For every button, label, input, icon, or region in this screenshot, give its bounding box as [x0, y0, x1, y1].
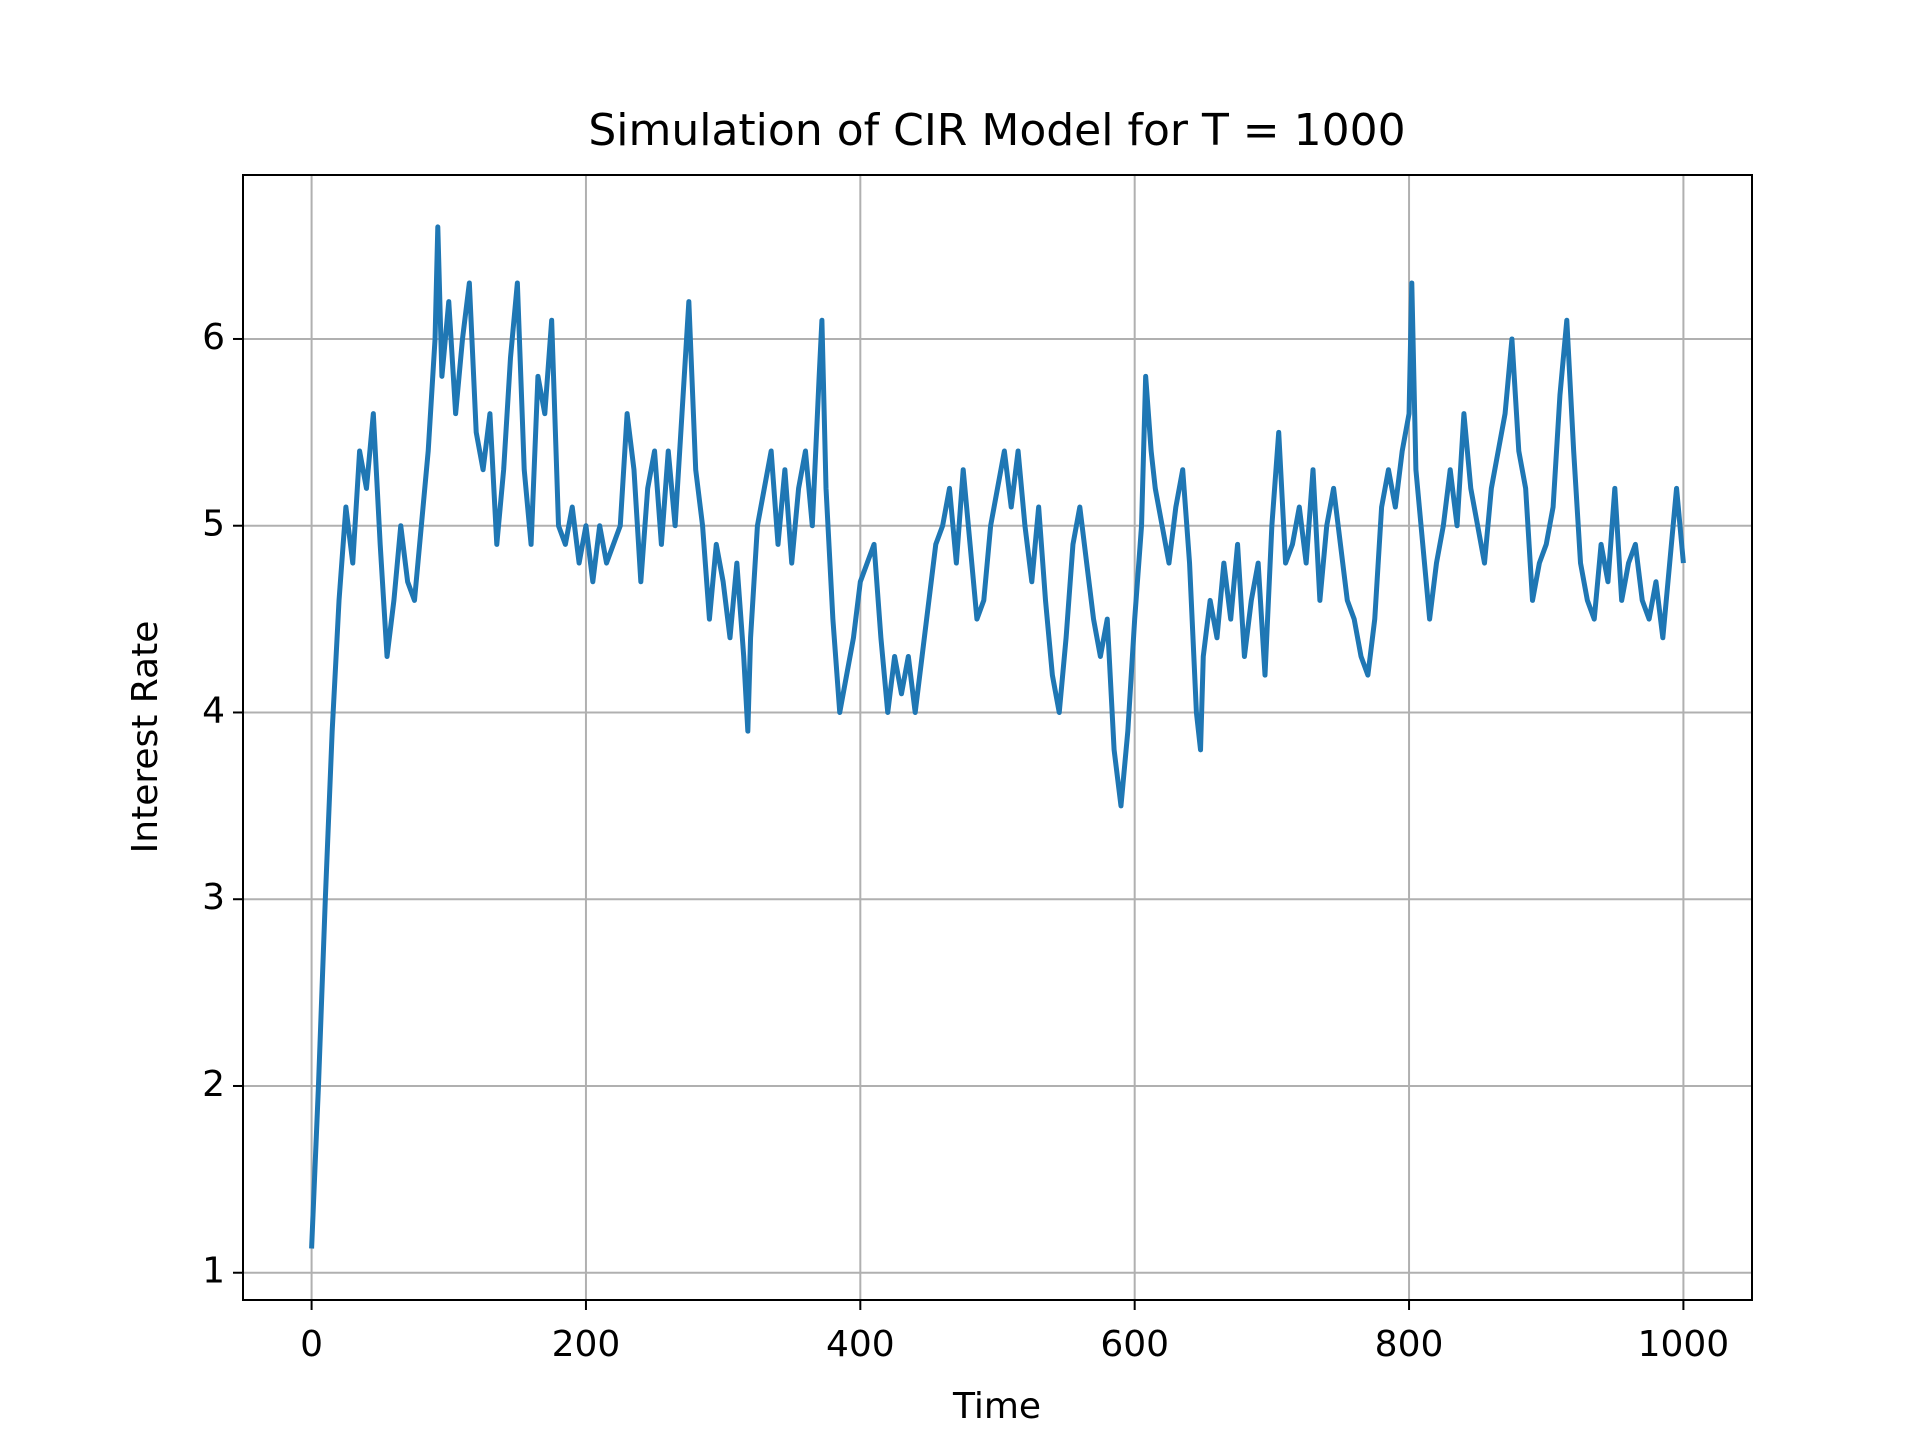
x-tick-label: 1000 — [1638, 1324, 1730, 1365]
x-axis-label: Time — [952, 1386, 1041, 1427]
chart-title: Simulation of CIR Model for T = 1000 — [588, 105, 1405, 156]
x-tick-label: 800 — [1375, 1324, 1444, 1365]
y-tick-label: 3 — [202, 877, 225, 918]
y-tick-label: 5 — [202, 504, 225, 545]
y-tick-label: 6 — [202, 317, 225, 358]
y-tick-label: 4 — [202, 690, 225, 731]
y-tick-label: 1 — [202, 1251, 225, 1292]
data-line — [309, 224, 1686, 1249]
plot-frame — [242, 174, 1753, 1301]
x-tick-label: 600 — [1100, 1324, 1169, 1365]
y-tick-label: 2 — [202, 1064, 225, 1105]
y-axis-label: Interest Rate — [125, 621, 166, 854]
x-tick-label: 400 — [826, 1324, 895, 1365]
x-tick-label: 200 — [552, 1324, 621, 1365]
x-tick-label: 0 — [300, 1324, 323, 1365]
